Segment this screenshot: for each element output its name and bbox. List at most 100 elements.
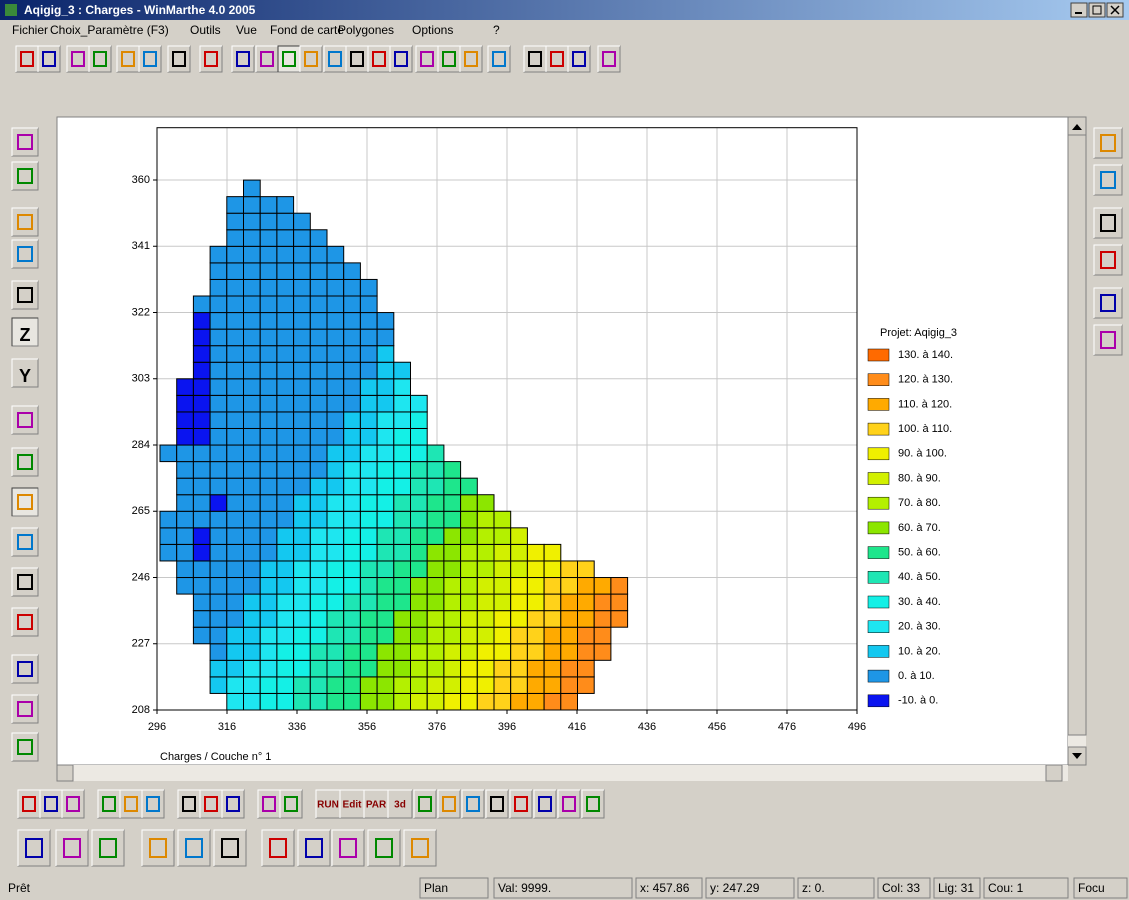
toolbar-button[interactable] [438, 46, 460, 72]
menu-item[interactable]: Polygones [338, 23, 394, 37]
toolbar-button[interactable] [368, 830, 400, 866]
toolbar-button[interactable] [117, 46, 139, 72]
toolbar-button[interactable] [1094, 208, 1122, 238]
toolbar-button[interactable] [12, 608, 38, 636]
toolbar-button[interactable] [18, 830, 50, 866]
vertical-scrollbar[interactable] [1068, 117, 1086, 765]
toolbar-button[interactable] [98, 790, 120, 818]
scroll-thumb[interactable] [1068, 135, 1086, 735]
toolbar-button[interactable] [168, 46, 190, 72]
toolbar-button[interactable] [258, 790, 280, 818]
toolbar-button[interactable] [278, 46, 300, 72]
grid-cell [494, 627, 511, 644]
toolbar-button[interactable] [346, 46, 368, 72]
menu-item[interactable]: Fichier [12, 23, 48, 37]
toolbar-button[interactable] [12, 281, 38, 309]
toolbar-button[interactable] [298, 830, 330, 866]
toolbar-button[interactable] [486, 790, 508, 818]
menu-item[interactable]: Choix_Paramètre (F3) [50, 23, 169, 37]
toolbar-button[interactable] [368, 46, 390, 72]
toolbar-button[interactable] [414, 790, 436, 818]
toolbar-button[interactable] [462, 790, 484, 818]
toolbar-button[interactable] [18, 790, 40, 818]
toolbar-button[interactable] [534, 790, 556, 818]
toolbar-button[interactable] [142, 830, 174, 866]
toolbar-button[interactable] [139, 46, 161, 72]
toolbar-button[interactable] [142, 790, 164, 818]
toolbar-button[interactable] [89, 46, 111, 72]
toolbar-button[interactable] [40, 790, 62, 818]
toolbar-button[interactable] [416, 46, 438, 72]
minimize-button[interactable] [1071, 3, 1087, 17]
toolbar-button[interactable] [332, 830, 364, 866]
scroll-left[interactable] [57, 765, 73, 781]
toolbar-button[interactable] [1094, 245, 1122, 275]
toolbar-button[interactable] [12, 655, 38, 683]
menu-item[interactable]: Fond de carte [270, 23, 344, 37]
maximize-button[interactable] [1089, 3, 1105, 17]
grid-cell [310, 395, 327, 412]
horizontal-scrollbar[interactable] [57, 765, 1068, 781]
toolbar-button[interactable] [12, 240, 38, 268]
scroll-right[interactable] [1046, 765, 1062, 781]
toolbar-button[interactable] [280, 790, 302, 818]
toolbar-button[interactable] [67, 46, 89, 72]
toolbar-button[interactable] [12, 528, 38, 556]
grid-cell [227, 230, 244, 247]
toolbar-button[interactable] [438, 790, 460, 818]
toolbar-button[interactable] [1094, 325, 1122, 355]
toolbar-button[interactable] [546, 46, 568, 72]
toolbar-button[interactable] [558, 790, 580, 818]
toolbar-button[interactable] [200, 46, 222, 72]
toolbar-button[interactable] [178, 790, 200, 818]
toolbar-button[interactable] [1094, 288, 1122, 318]
menu-item[interactable]: Vue [236, 23, 257, 37]
toolbar-button[interactable] [256, 46, 278, 72]
grid-cell [377, 478, 394, 495]
toolbar-button[interactable] [232, 46, 254, 72]
toolbar-button[interactable] [12, 208, 38, 236]
menu-item[interactable]: Options [412, 23, 453, 37]
toolbar-button[interactable] [62, 790, 84, 818]
toolbar-button[interactable] [460, 46, 482, 72]
toolbar-button[interactable] [178, 830, 210, 866]
toolbar-button[interactable] [300, 46, 322, 72]
menu-item[interactable]: Outils [190, 23, 221, 37]
toolbar-button[interactable] [524, 46, 546, 72]
toolbar-button[interactable] [200, 790, 222, 818]
tool-label[interactable]: RUN [317, 800, 339, 811]
toolbar-button[interactable] [214, 830, 246, 866]
toolbar-button[interactable] [390, 46, 412, 72]
toolbar-button[interactable] [12, 568, 38, 596]
toolbar-button[interactable] [222, 790, 244, 818]
grid-cell [277, 395, 294, 412]
toolbar-button[interactable] [488, 46, 510, 72]
grid-cell [461, 644, 478, 661]
toolbar-button[interactable] [38, 46, 60, 72]
toolbar-button[interactable] [12, 162, 38, 190]
tool-label[interactable]: Edit [343, 800, 363, 811]
toolbar-button[interactable] [324, 46, 346, 72]
tool-label[interactable]: PAR [366, 800, 387, 811]
toolbar-button[interactable] [598, 46, 620, 72]
tool-label[interactable]: 3d [394, 800, 406, 811]
toolbar-button[interactable] [16, 46, 38, 72]
toolbar-button[interactable] [120, 790, 142, 818]
toolbar-button[interactable] [1094, 165, 1122, 195]
grid-cell [394, 428, 411, 445]
toolbar-button[interactable] [12, 695, 38, 723]
toolbar-button[interactable] [12, 448, 38, 476]
toolbar-button[interactable] [404, 830, 436, 866]
toolbar-button[interactable] [1094, 128, 1122, 158]
toolbar-button[interactable] [12, 128, 38, 156]
menu-item[interactable]: ? [493, 23, 500, 37]
toolbar-button[interactable] [92, 830, 124, 866]
toolbar-button[interactable] [262, 830, 294, 866]
toolbar-button[interactable] [582, 790, 604, 818]
toolbar-button[interactable] [12, 406, 38, 434]
toolbar-button[interactable] [568, 46, 590, 72]
toolbar-button[interactable] [12, 733, 38, 761]
toolbar-button[interactable] [12, 488, 38, 516]
toolbar-button[interactable] [56, 830, 88, 866]
toolbar-button[interactable] [510, 790, 532, 818]
